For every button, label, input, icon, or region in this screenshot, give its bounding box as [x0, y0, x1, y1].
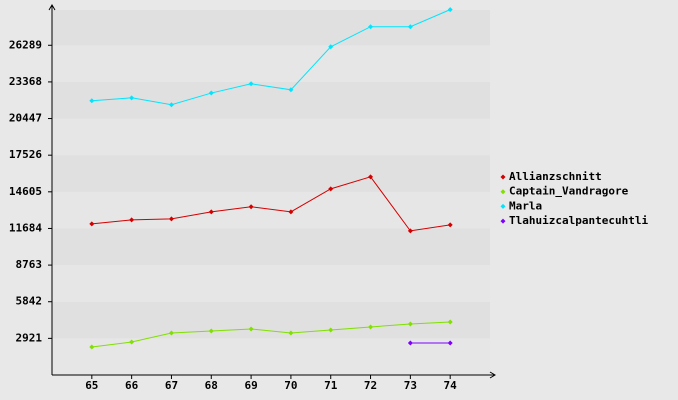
legend-marker — [500, 203, 506, 209]
y-tick-label: 2921 — [16, 331, 43, 344]
data-point — [407, 228, 413, 234]
data-point — [447, 319, 453, 325]
y-tick-label: 26289 — [9, 38, 42, 51]
data-point — [368, 24, 374, 30]
legend-label: Marla — [509, 199, 542, 212]
grid-band — [52, 81, 490, 119]
data-point — [89, 344, 95, 350]
series-line — [91, 321, 451, 348]
x-tick-label: 68 — [205, 379, 218, 392]
x-tick-label: 66 — [125, 379, 139, 392]
series-line — [91, 9, 451, 106]
data-point — [89, 221, 95, 227]
legend-label: Tlahuizcalpantecuhtli — [509, 214, 648, 227]
grid-band — [52, 301, 490, 339]
grid-band — [52, 155, 490, 192]
data-point — [129, 217, 135, 223]
data-point — [288, 209, 294, 215]
y-tick-label: 23368 — [9, 75, 42, 88]
grid-band — [52, 118, 490, 156]
data-point — [248, 204, 254, 210]
y-axis-arrow — [48, 4, 56, 11]
x-tick-label: 65 — [85, 379, 98, 392]
data-point — [447, 340, 453, 346]
data-point — [89, 98, 95, 104]
data-point — [168, 102, 174, 108]
data-point — [248, 326, 254, 332]
grid-band — [52, 338, 490, 375]
x-tick-label: 67 — [165, 379, 178, 392]
data-point — [208, 209, 214, 215]
data-point — [447, 222, 453, 228]
data-point — [168, 330, 174, 336]
data-point — [368, 174, 374, 180]
data-point — [168, 216, 174, 222]
x-tick-label: 71 — [324, 379, 338, 392]
data-point — [248, 81, 254, 87]
data-point — [208, 90, 214, 96]
x-tick-label: 72 — [364, 379, 377, 392]
series-line — [91, 176, 451, 232]
plot-bands — [52, 10, 490, 375]
data-point — [129, 339, 135, 345]
x-tick-label: 74 — [444, 379, 458, 392]
data-point — [288, 330, 294, 336]
data-point — [407, 321, 413, 327]
y-tick-label: 17526 — [9, 148, 42, 161]
data-point — [328, 186, 334, 192]
grid-band — [52, 191, 490, 229]
data-point — [407, 24, 413, 30]
data-point — [328, 327, 334, 333]
grid-band — [52, 45, 490, 82]
grid-band — [52, 265, 490, 302]
x-tick-label: 73 — [404, 379, 417, 392]
data-point — [208, 328, 214, 334]
y-tick-label: 14605 — [9, 185, 42, 198]
legend-marker — [500, 218, 506, 224]
legend-label: Allianzschnitt — [509, 170, 602, 183]
data-point — [368, 324, 374, 330]
y-tick-label: 5842 — [16, 295, 43, 308]
data-point — [407, 340, 413, 346]
x-tick-label: 69 — [244, 379, 257, 392]
legend-marker — [500, 189, 506, 195]
legend-label: Captain_Vandragore — [509, 185, 629, 198]
grid-band — [52, 10, 490, 46]
grid-band — [52, 228, 490, 266]
x-tick-label: 70 — [284, 379, 297, 392]
data-point — [447, 7, 453, 13]
y-tick-label: 11684 — [9, 221, 42, 234]
y-tick-label: 20447 — [9, 112, 42, 125]
x-axis-arrow — [489, 371, 496, 379]
y-tick-label: 8763 — [16, 258, 43, 271]
data-point — [328, 44, 334, 50]
legend-marker — [500, 174, 506, 180]
data-point — [129, 95, 135, 101]
data-point — [288, 87, 294, 93]
